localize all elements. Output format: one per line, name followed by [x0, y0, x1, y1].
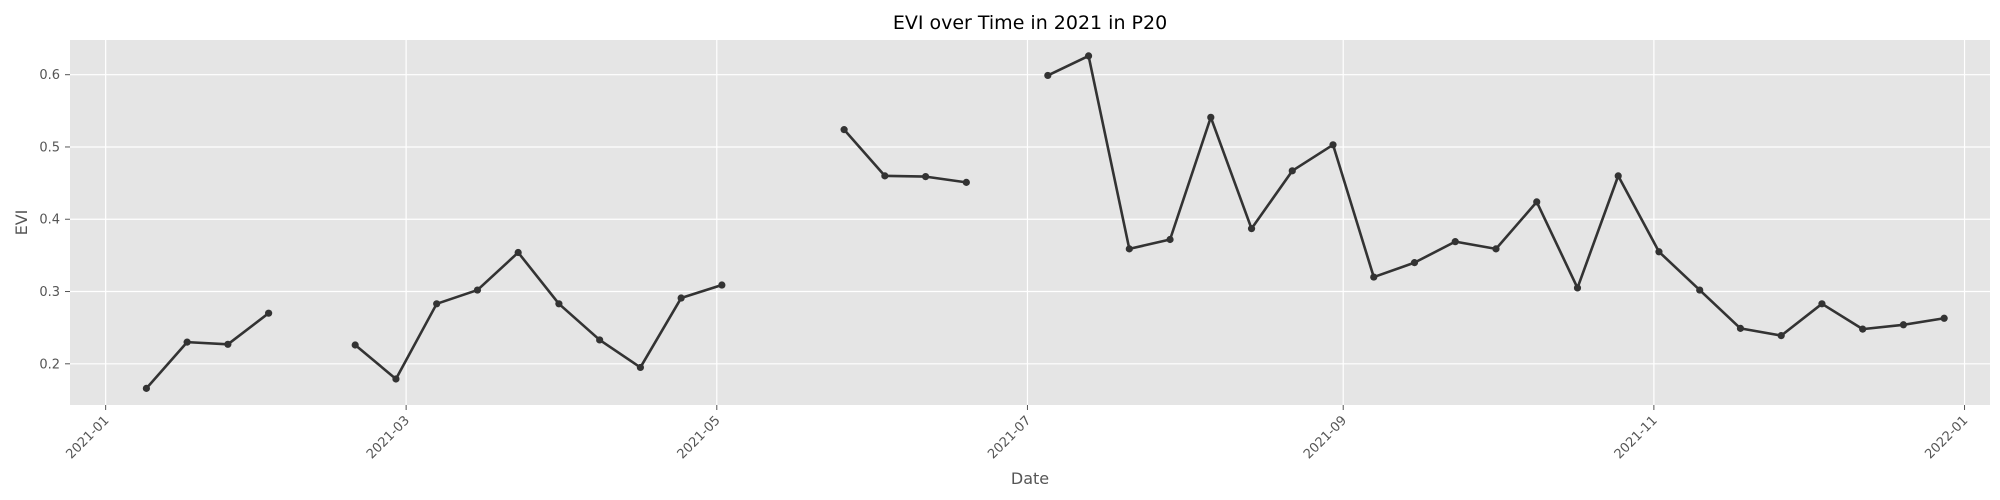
- data-point: [636, 363, 645, 372]
- data-point: [1614, 172, 1622, 180]
- x-tick-label: 2021-09: [1301, 413, 1350, 462]
- y-tick-label: 0.2: [39, 357, 60, 372]
- series-markers: [142, 52, 1948, 392]
- data-point: [922, 173, 930, 181]
- data-point: [1533, 198, 1541, 206]
- data-point: [514, 248, 522, 257]
- y-tick-label: 0.5: [39, 140, 60, 155]
- series-line-segment: [354, 251, 723, 381]
- data-point: [1777, 332, 1785, 340]
- y-tick-label: 0.4: [39, 213, 60, 228]
- data-point: [1247, 225, 1256, 233]
- data-point: [351, 341, 359, 349]
- data-point: [1288, 167, 1296, 175]
- data-point: [224, 340, 232, 348]
- x-tick-label: 2021-05: [675, 413, 724, 462]
- data-point: [183, 338, 191, 346]
- data-point: [1696, 286, 1704, 294]
- data-point: [1655, 248, 1663, 256]
- data-point: [1859, 325, 1867, 333]
- grid-lines: [70, 40, 1990, 405]
- data-point: [142, 384, 150, 392]
- data-point: [840, 126, 848, 134]
- data-point: [596, 336, 604, 344]
- series-line-segment: [145, 312, 270, 390]
- data-point: [1899, 321, 1908, 329]
- chart-title: EVI over Time in 2021 in P20: [893, 12, 1167, 34]
- data-point: [473, 286, 482, 294]
- data-point: [962, 178, 970, 186]
- data-point: [1492, 245, 1500, 253]
- data-point: [1940, 314, 1948, 322]
- data-point: [718, 281, 726, 289]
- data-point: [433, 300, 441, 308]
- data-point: [1329, 141, 1337, 149]
- x-axis-label: Date: [1011, 469, 1049, 488]
- series-line-segment: [843, 128, 967, 184]
- data-point: [1573, 284, 1582, 292]
- data-point: [555, 300, 563, 308]
- data-point: [1736, 324, 1745, 332]
- data-point: [1125, 245, 1133, 253]
- data-point: [881, 172, 889, 180]
- data-point: [265, 309, 273, 317]
- y-tick-label: 0.3: [39, 285, 60, 300]
- plot-area: [70, 40, 1990, 405]
- data-point: [392, 375, 400, 383]
- data-point: [677, 294, 685, 302]
- data-point: [1207, 113, 1215, 121]
- x-tick-label: 2021-01: [63, 413, 112, 462]
- x-tick-label: 2022-01: [1922, 413, 1971, 462]
- data-point: [1166, 235, 1174, 244]
- x-tick-label: 2021-11: [1612, 413, 1661, 462]
- data-point: [1818, 300, 1826, 308]
- data-point: [1451, 238, 1459, 246]
- data-point: [1370, 273, 1378, 281]
- data-point: [1044, 71, 1052, 80]
- x-tick-label: 2021-03: [364, 413, 413, 462]
- y-axis-label: EVI: [12, 210, 31, 236]
- y-tick-label: 0.6: [39, 68, 60, 83]
- x-tick-label: 2021-07: [985, 413, 1034, 462]
- data-point: [1410, 259, 1419, 267]
- data-point: [1084, 52, 1093, 60]
